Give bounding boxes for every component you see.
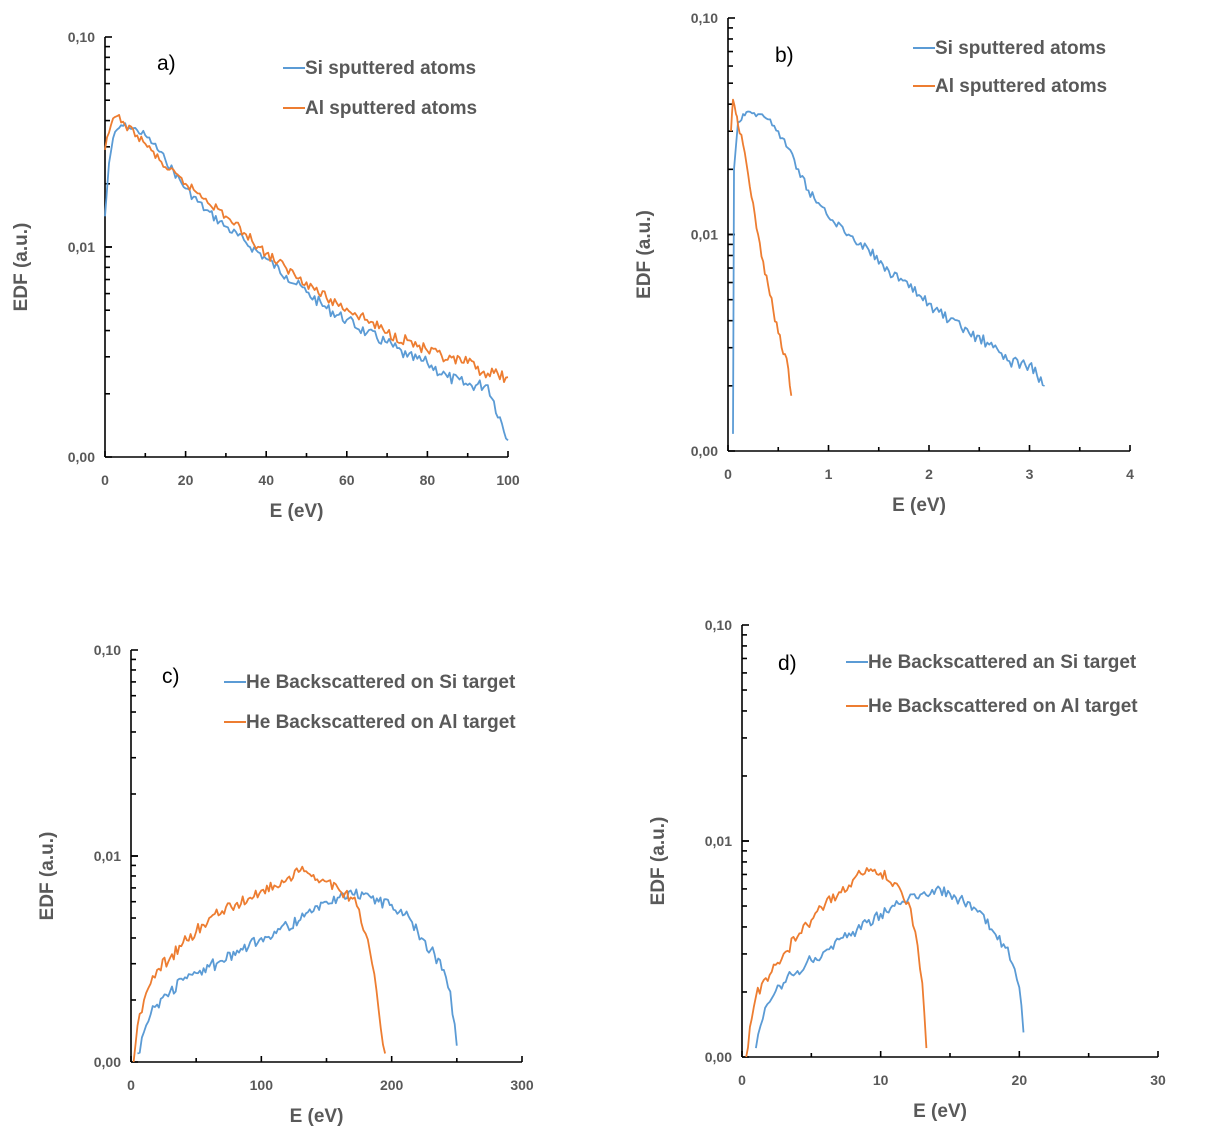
y-axis-label: EDF (a.u.) — [648, 817, 669, 906]
x-tick-label: 0 — [127, 1077, 135, 1093]
panel-label: a) — [157, 52, 176, 75]
series-line-orange — [745, 867, 928, 1058]
x-tick-label: 20 — [178, 472, 194, 488]
legend-entry: Al sputtered atoms — [935, 76, 1107, 97]
series-line-blue — [104, 122, 509, 442]
series-line-blue — [732, 110, 1045, 434]
panel-label: b) — [775, 44, 794, 67]
y-tick-label: 0,10 — [94, 642, 121, 658]
x-tick-label: 100 — [250, 1077, 274, 1093]
x-tick-label: 0 — [738, 1072, 746, 1088]
series-line-blue — [755, 885, 1025, 1049]
series-line-orange — [132, 865, 386, 1063]
x-tick-label: 100 — [496, 472, 520, 488]
series-line-orange — [104, 114, 509, 383]
x-tick-label: 20 — [1012, 1072, 1028, 1088]
x-tick-label: 0 — [101, 472, 109, 488]
x-tick-label: 40 — [258, 472, 274, 488]
legend-entry: He Backscattered an Si target — [868, 652, 1137, 673]
series-line-orange — [730, 98, 793, 396]
y-axis-label: EDF (a.u.) — [634, 210, 655, 299]
legend-entry: Al sputtered atoms — [305, 98, 477, 119]
legend-entry: Si sputtered atoms — [935, 38, 1106, 59]
chart-panel-3: 0,00 0,01 0,10 0 100 200 300 E (eV) EDF (a.u.) c)… — [37, 642, 534, 1127]
chart-panel-1: 0,00 0,01 0,10 0 20 40 60 80 100 E (eV) EDF (a.u.)… — [11, 29, 520, 522]
x-tick-label: 1 — [825, 466, 833, 482]
x-tick-label: 4 — [1126, 466, 1134, 482]
y-tick-label: 0,00 — [68, 449, 95, 465]
x-axis-label: E (eV) — [892, 495, 946, 516]
y-tick-label: 0,10 — [68, 29, 95, 45]
series-line-blue — [137, 888, 458, 1055]
legend-entry: He Backscattered on Al target — [868, 696, 1138, 717]
y-tick-label: 0,00 — [705, 1049, 732, 1065]
y-tick-label: 0,10 — [705, 617, 732, 633]
x-tick-label: 300 — [510, 1077, 534, 1093]
x-tick-label: 0 — [724, 466, 732, 482]
y-tick-label: 0,00 — [94, 1054, 121, 1070]
panel-label: d) — [778, 652, 797, 675]
chart-panel-4: 0,00 0,01 0,10 0 10 20 30 E (eV) EDF (a.u.) d) He … — [648, 617, 1166, 1122]
y-tick-label: 0,10 — [691, 10, 718, 26]
y-tick-label: 0,01 — [68, 239, 95, 255]
x-tick-label: 10 — [873, 1072, 889, 1088]
legend-entry: He Backscattered on Al target — [246, 712, 516, 733]
legend-entry: He Backscattered on Si target — [246, 672, 516, 693]
x-axis-label: E (eV) — [270, 501, 324, 522]
x-tick-label: 200 — [380, 1077, 404, 1093]
chart-panel-2: 0,00 0,01 0,10 0 1 2 3 4 E (eV) EDF (a.u.) b) Si sp… — [634, 10, 1134, 516]
y-axis-label: EDF (a.u.) — [11, 223, 32, 312]
x-tick-label: 30 — [1150, 1072, 1166, 1088]
legend-entry: Si sputtered atoms — [305, 58, 476, 79]
x-axis-label: E (eV) — [913, 1101, 967, 1122]
y-tick-label: 0,01 — [705, 833, 732, 849]
y-tick-label: 0,01 — [94, 848, 121, 864]
panel-label: c) — [162, 665, 180, 688]
x-tick-label: 60 — [339, 472, 355, 488]
x-tick-label: 3 — [1026, 466, 1034, 482]
y-tick-label: 0,01 — [691, 227, 718, 243]
y-tick-label: 0,00 — [691, 443, 718, 459]
x-tick-label: 2 — [925, 466, 933, 482]
x-axis-label: E (eV) — [290, 1106, 344, 1127]
x-tick-label: 80 — [420, 472, 436, 488]
y-axis-label: EDF (a.u.) — [37, 832, 58, 921]
